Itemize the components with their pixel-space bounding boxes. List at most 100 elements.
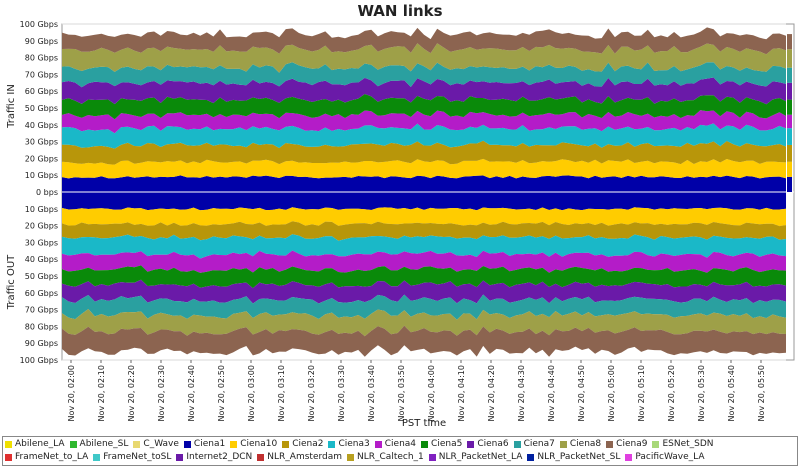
y-tick-label: 90 Gbps	[25, 37, 58, 46]
legend-label: Ciena9	[616, 439, 648, 449]
x-tick-label: Nov 20, 02:50	[217, 365, 226, 421]
areas-layer	[62, 27, 786, 357]
area-in-ciena10	[62, 158, 786, 179]
legend-swatch	[513, 441, 521, 448]
legend-item: Internet2_DCN	[176, 451, 252, 464]
x-tick-label: Nov 20, 02:00	[67, 365, 76, 421]
area-in-ciena5	[62, 94, 786, 120]
legend-label: Abilene_SL	[79, 439, 129, 449]
legend-item: Ciena5	[421, 438, 462, 451]
legend-item: Ciena10	[230, 438, 277, 451]
legend-item: Abilene_LA	[5, 438, 65, 451]
edge-strip-ciena8	[787, 49, 792, 68]
x-tick-label: Nov 20, 05:20	[667, 365, 676, 421]
legend-swatch	[347, 454, 355, 461]
y-tick-labels: 100 Gbps 90 Gbps 80 Gbps 70 Gbps 60 Gbps 50 G…	[20, 20, 58, 365]
legend-swatch	[133, 441, 141, 448]
legend-label: NLR_PacketNet_LA	[438, 452, 523, 462]
y-tick-label: 50 Gbps	[25, 272, 58, 281]
x-tick-label: Nov 20, 05:50	[757, 365, 766, 421]
legend-label: FrameNet_toSL	[103, 452, 172, 462]
area-out-ciena7	[62, 294, 786, 320]
area-out-ciena6	[62, 279, 786, 304]
legend-label: NLR_Amsterdam	[267, 452, 343, 462]
legend-swatch	[652, 441, 660, 448]
legend-item: Ciena7	[513, 438, 555, 451]
x-tick-label: Nov 20, 05:00	[607, 365, 616, 421]
x-tick-label: Nov 20, 03:00	[247, 365, 256, 421]
legend-item: Ciena6	[467, 438, 509, 451]
legend-label: Ciena2	[292, 439, 324, 449]
x-axis-label: PST time	[402, 418, 446, 429]
legend-item: NLR_Caltech_1	[347, 451, 424, 464]
x-tick-label: Nov 20, 05:30	[697, 365, 706, 421]
legend-label: C_Wave	[143, 439, 179, 449]
legend-swatch	[282, 441, 290, 448]
legend-label: ESNet_SDN	[662, 439, 714, 449]
x-tick-label: Nov 20, 03:50	[397, 365, 406, 421]
area-in-ciena2	[62, 140, 786, 165]
y-tick-label: 10 Gbps	[25, 205, 58, 214]
legend-item: PacificWave_LA	[625, 451, 705, 464]
area-out-ciena9	[62, 325, 786, 357]
area-in-ciena1	[62, 175, 786, 192]
y-tick-label: 40 Gbps	[25, 255, 58, 264]
legend-label: Ciena8	[569, 439, 602, 449]
legend-label: Ciena4	[384, 439, 417, 449]
legend-label: Ciena6	[477, 439, 509, 449]
legend-item: Ciena4	[374, 438, 417, 451]
legend-swatch	[328, 441, 336, 448]
legend-swatch	[230, 441, 238, 448]
legend-label: Abilene_LA	[15, 439, 65, 449]
legend-label: NLR_Caltech_1	[357, 452, 424, 462]
legend-swatch	[183, 441, 191, 448]
legend-label: Ciena1	[193, 439, 226, 449]
y-tick-label: 100 Gbps	[20, 356, 58, 365]
edge-strip-ciena9	[787, 34, 792, 50]
area-out-ciena2	[62, 221, 786, 241]
x-tick-label: Nov 20, 04:10	[457, 365, 466, 421]
legend-swatch	[93, 454, 101, 461]
y-axis-label-in: Traffic IN	[6, 84, 17, 129]
edge-strip-ciena2	[787, 144, 792, 162]
area-out-ciena8	[62, 309, 786, 337]
legend-swatch	[428, 454, 436, 461]
x-tick-label: Nov 20, 02:10	[97, 365, 106, 421]
area-in-ciena6	[62, 77, 786, 105]
y-tick-label: 20 Gbps	[25, 222, 58, 231]
legend-label: Ciena5	[431, 439, 463, 449]
legend-swatch	[559, 441, 567, 448]
x-tick-label: Nov 20, 04:30	[517, 365, 526, 421]
legend-label: Ciena7	[523, 439, 555, 449]
area-in-ciena8	[62, 43, 786, 73]
legend-item: NLR_Amsterdam	[257, 451, 342, 464]
area-out-ciena10	[62, 207, 786, 227]
y-tick-label: 70 Gbps	[25, 306, 58, 315]
edge-strip-ciena3	[787, 128, 792, 145]
legend-item: FrameNet_to_LA	[5, 451, 88, 464]
y-tick-label: 70 Gbps	[25, 70, 58, 79]
edge-strip-ciena5	[787, 99, 792, 115]
area-in-ciena3	[62, 123, 786, 149]
x-tick-label: Nov 20, 03:10	[277, 365, 286, 421]
area-out-ciena1	[62, 192, 786, 211]
right-edge-strip	[787, 34, 792, 192]
x-tick-label: Nov 20, 03:20	[307, 365, 316, 421]
edge-strip-ciena7	[787, 67, 792, 83]
legend: Abilene_LA Abilene_SL C_Wave Ciena1 Ciena10 C…	[2, 436, 798, 466]
legend-item: Ciena9	[606, 438, 647, 451]
x-tick-label: Nov 20, 04:00	[427, 365, 436, 421]
x-tick-label: Nov 20, 02:40	[187, 365, 196, 421]
y-tick-label: 60 Gbps	[25, 289, 58, 298]
edge-strip-ciena6	[787, 82, 792, 100]
x-tick-label: Nov 20, 04:20	[487, 365, 496, 421]
y-tick-label: 40 Gbps	[25, 121, 58, 130]
legend-item: C_Wave	[133, 438, 179, 451]
y-tick-label: 80 Gbps	[25, 54, 58, 63]
legend-item: NLR_PacketNet_SL	[527, 451, 620, 464]
edge-strip-ciena1	[787, 176, 792, 192]
legend-item: Ciena8	[559, 438, 602, 451]
legend-item: NLR_PacketNet_LA	[428, 451, 523, 464]
legend-swatch	[606, 441, 614, 448]
area-out-ciena4	[62, 250, 786, 273]
